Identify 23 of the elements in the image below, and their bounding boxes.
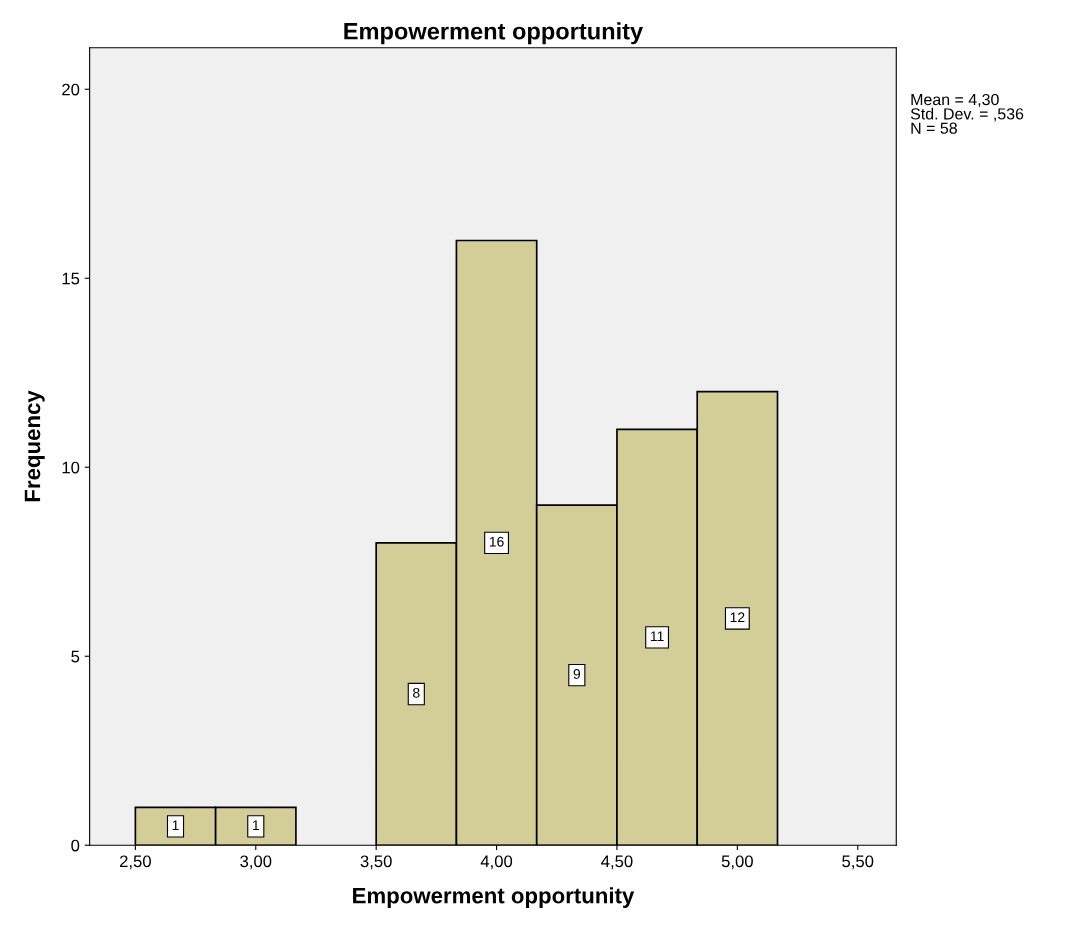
- y-tick-label: 15: [62, 272, 80, 285]
- x-tick-label: 3,50: [360, 855, 392, 870]
- data-label: 8: [413, 687, 420, 698]
- y-tick-label: 10: [62, 461, 80, 474]
- y-tick-label: 20: [62, 83, 80, 96]
- data-label: 9: [573, 669, 581, 679]
- x-tick-label: 5,00: [721, 855, 753, 870]
- y-tick-label: 5: [71, 650, 80, 663]
- x-tick-label: 4,00: [480, 855, 513, 870]
- x-tick-label: 4,50: [601, 855, 633, 870]
- text: Mean = 4,30 Std. Dev. = ,536 N = 58: [910, 93, 1024, 134]
- data-label: 1: [172, 820, 179, 830]
- y-axis-title: Frequency: [24, 390, 45, 502]
- y-tick-label: 0: [71, 839, 80, 852]
- x-tick-label: 5,50: [842, 855, 874, 870]
- x-tick-label: 3,00: [240, 855, 272, 870]
- chart-title: Empowerment opportunity: [344, 22, 644, 45]
- data-label: 16: [489, 536, 504, 547]
- data-label: 1: [252, 820, 259, 830]
- x-axis-title: Empowerment opportunity: [353, 887, 635, 908]
- data-label: 11: [650, 631, 664, 641]
- data-label: 12: [730, 612, 745, 623]
- x-tick-label: 2,50: [120, 855, 151, 870]
